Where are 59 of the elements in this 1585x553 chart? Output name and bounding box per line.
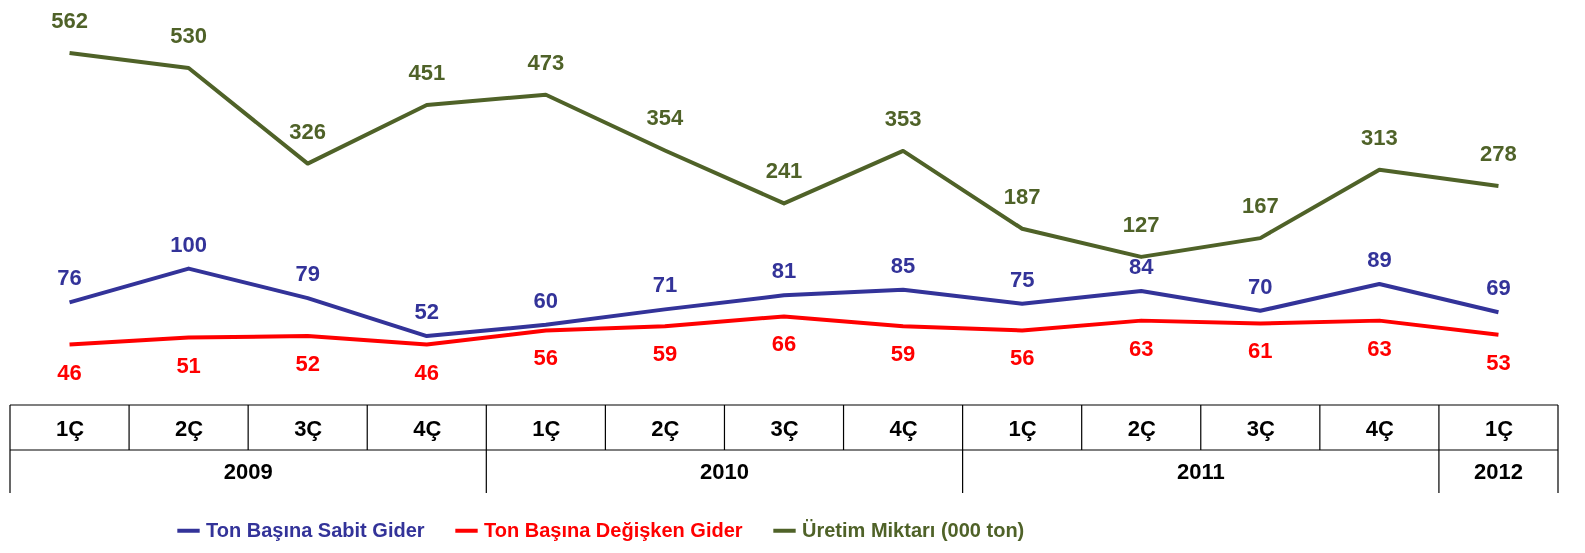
- data-label: 51: [176, 352, 201, 378]
- data-label: 69: [1486, 275, 1511, 301]
- data-label: 473: [527, 49, 565, 75]
- x-tick-label: 4Ç: [1365, 415, 1395, 441]
- data-label: 63: [1367, 335, 1392, 361]
- data-label: 84: [1128, 254, 1155, 280]
- x-tick-label: 3Ç: [294, 415, 323, 441]
- data-label: 127: [1122, 211, 1160, 237]
- legend-label: Ton Başına Sabit Gider: [206, 518, 425, 541]
- data-label: 187: [1003, 183, 1041, 209]
- data-label: 530: [170, 22, 207, 48]
- data-label: 354: [646, 105, 685, 131]
- data-label: 56: [1009, 345, 1035, 371]
- text: 2010: [699, 459, 749, 484]
- data-label: 63: [1128, 335, 1154, 361]
- data-label: 167: [1241, 193, 1279, 219]
- legend-label: Ton Başına Değişken Gider: [484, 518, 743, 541]
- data-label: 60: [533, 287, 559, 313]
- x-tick-label: 4Ç: [889, 415, 918, 441]
- text: 2011: [1176, 459, 1225, 484]
- data-label: 278: [1480, 141, 1517, 167]
- data-label: 66: [771, 331, 797, 357]
- data-label: 81: [771, 258, 797, 284]
- x-tick-label: 1Ç: [1008, 415, 1037, 441]
- data-label: 85: [890, 252, 916, 278]
- data-label: 59: [652, 341, 678, 367]
- x-tick-label: 1Ç: [532, 415, 561, 441]
- data-label: 326: [289, 118, 327, 144]
- x-tick-label: 3Ç: [770, 415, 799, 441]
- x-tick-label: 2Ç: [1127, 415, 1156, 441]
- x-tick-label: 2Ç: [651, 415, 680, 441]
- data-label: 75: [1009, 266, 1035, 292]
- data-label: 562: [51, 7, 88, 33]
- data-label: 76: [57, 265, 82, 291]
- data-label: 61: [1248, 338, 1273, 364]
- data-label: 241: [765, 158, 803, 184]
- data-label: 53: [1486, 349, 1511, 375]
- data-label: 56: [533, 345, 559, 371]
- x-tick-label: 3Ç: [1246, 415, 1275, 441]
- data-label: 353: [884, 105, 922, 131]
- data-label: 100: [170, 231, 207, 257]
- x-tick-label: 2Ç: [175, 415, 204, 441]
- data-label: 46: [57, 359, 82, 385]
- data-label: 71: [652, 272, 678, 298]
- text: 2009: [223, 459, 273, 484]
- data-label: 451: [408, 60, 446, 85]
- data-label: 89: [1367, 247, 1392, 273]
- x-tick-label: 4Ç: [413, 415, 442, 441]
- x-tick-label: 1Ç: [1484, 415, 1514, 441]
- legend-label: Üretim Miktarı (000 ton): [802, 518, 1025, 541]
- data-label: 70: [1248, 273, 1273, 299]
- x-tick-label: 1Ç: [55, 415, 85, 441]
- data-label: 79: [295, 261, 320, 287]
- text: 2012: [1473, 459, 1523, 484]
- data-label: 59: [890, 341, 916, 367]
- data-label: 46: [414, 359, 440, 385]
- data-label: 313: [1361, 124, 1398, 150]
- data-label: 52: [295, 351, 320, 377]
- data-label: 52: [414, 299, 440, 325]
